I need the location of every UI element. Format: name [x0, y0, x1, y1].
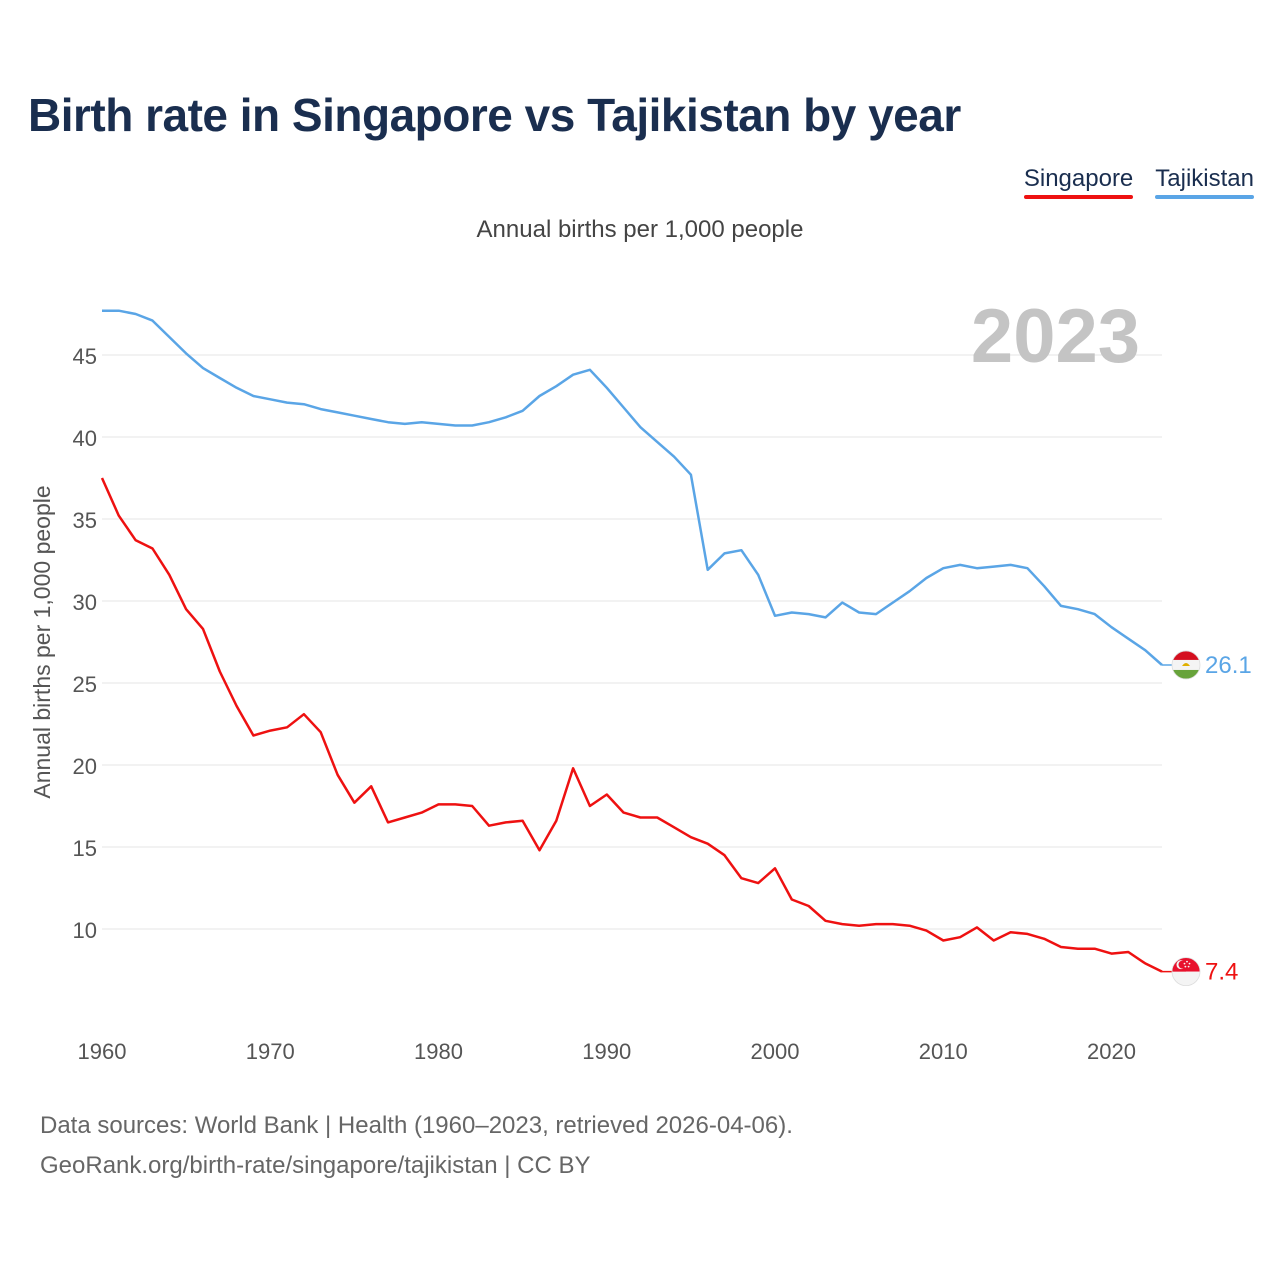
y-tick-label: 30	[73, 590, 97, 615]
x-tick-label: 2010	[919, 1039, 968, 1064]
legend: Singapore Tajikistan	[1023, 164, 1254, 199]
source-note: Data sources: World Bank | Health (1960–…	[40, 1106, 793, 1186]
x-tick-label: 1960	[78, 1039, 127, 1064]
x-tick-label: 1990	[582, 1039, 631, 1064]
end-value-label-singapore: 7.4	[1205, 959, 1238, 986]
series-line-tajikistan	[102, 309, 1163, 666]
y-tick-label: 35	[73, 508, 97, 533]
source-line-2[interactable]: GeoRank.org/birth-rate/singapore/tajikis…	[40, 1152, 591, 1179]
legend-label-singapore: Singapore	[1023, 165, 1134, 192]
grid-lines	[102, 354, 1162, 930]
chart-title: Birth rate in Singapore vs Tajikistan by…	[28, 89, 961, 141]
legend-item-singapore[interactable]: Singapore	[1023, 164, 1134, 199]
axes: 10 15 20 25 30 35 40 45 1960 1970 1980 1990 2000 2010…	[29, 344, 1136, 1064]
end-value-label-tajikistan: 26.1	[1205, 652, 1252, 679]
series-lines	[100, 309, 1163, 973]
y-tick-label: 15	[73, 836, 97, 861]
legend-label-tajikistan: Tajikistan	[1155, 165, 1254, 192]
y-tick-label: 45	[73, 344, 97, 369]
x-tick-label: 2020	[1087, 1039, 1136, 1064]
legend-item-tajikistan[interactable]: Tajikistan	[1155, 164, 1254, 199]
line-chart: 10 15 20 25 30 35 40 45 1960 1970 1980 1990 2000 2010…	[29, 294, 1252, 1064]
y-axis-label: Annual births per 1,000 people	[29, 485, 55, 798]
y-tick-label: 20	[73, 754, 97, 779]
x-tick-label: 1970	[246, 1039, 295, 1064]
singapore-flag-icon	[1171, 957, 1201, 987]
x-tick-label: 1980	[414, 1039, 463, 1064]
series-line-singapore	[100, 477, 1163, 973]
source-line-1: Data sources: World Bank | Health (1960–…	[40, 1112, 793, 1139]
end-markers: 7.4 26.1	[1162, 650, 1252, 987]
y-tick-label: 25	[73, 672, 97, 697]
y-tick-label: 40	[73, 426, 97, 451]
x-tick-label: 2000	[751, 1039, 800, 1064]
year-label: 2023	[971, 294, 1140, 379]
y-tick-label: 10	[73, 918, 97, 943]
legend-swatch-singapore	[1023, 195, 1134, 199]
tajikistan-flag-icon	[1171, 650, 1201, 680]
chart-subtitle: Annual births per 1,000 people	[476, 216, 804, 243]
legend-swatch-tajikistan	[1155, 195, 1254, 199]
